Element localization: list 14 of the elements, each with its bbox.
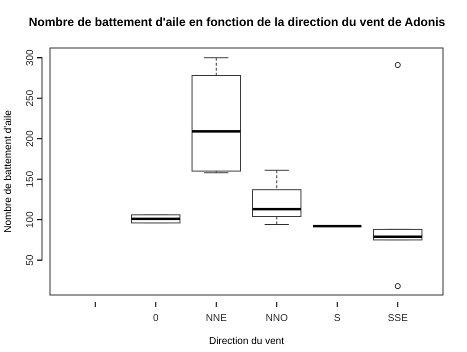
- y-tick-label: 300: [25, 48, 36, 66]
- x-tick-label: SSE: [388, 313, 408, 324]
- y-tick-label: 100: [25, 210, 36, 228]
- y-tick-label: 50: [25, 254, 36, 266]
- y-tick-label: 200: [25, 130, 36, 148]
- x-tick-label: NNO: [266, 313, 288, 324]
- x-tick-label: 0: [152, 313, 159, 324]
- x-tick-label: NNE: [206, 313, 228, 324]
- y-axis-title: Nombre de battement d'aile: [3, 110, 14, 233]
- x-axis-title: Direction du vent: [208, 336, 284, 347]
- chart-title: Nombre de battement d'aile en fonction de la direction du vent de Adonis: [28, 15, 446, 29]
- x-tick-label: S: [334, 313, 341, 324]
- y-tick-label: 150: [25, 170, 36, 188]
- y-tick-label: 250: [25, 89, 36, 107]
